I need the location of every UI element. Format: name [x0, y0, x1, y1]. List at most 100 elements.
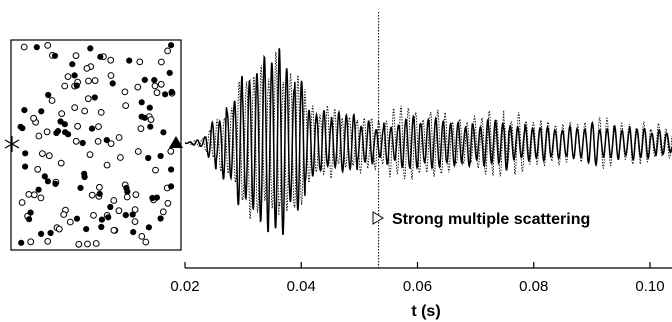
source-asterisk-icon — [4, 136, 20, 152]
waveform-plot: Strong multiple scattering 0.02 0.04 0.06 0… — [170, 12, 672, 320]
scatterer-open — [136, 58, 144, 66]
scatterer-open — [84, 95, 92, 103]
scatterer-open — [86, 151, 94, 159]
scatterer-filled — [73, 215, 81, 222]
scatterer-open — [115, 207, 123, 215]
scatterer-filled — [168, 166, 175, 173]
scatterer-open — [110, 226, 118, 234]
scatterer-open — [107, 140, 115, 148]
scatterer-filled — [57, 118, 64, 125]
x-tick-label: 0.02 — [170, 278, 199, 295]
scatterer-open — [48, 97, 56, 104]
scatterer-open — [137, 125, 145, 133]
scatterer-filled — [79, 139, 86, 147]
scatterer-open — [55, 225, 63, 233]
scatterer-filled — [160, 129, 167, 136]
scatterer-open — [157, 80, 165, 88]
scatterer-open — [74, 122, 81, 130]
scatterer-filled — [77, 184, 84, 191]
scatterer-open — [39, 150, 46, 158]
scatterer-open — [27, 238, 35, 246]
scatterer-filled — [73, 82, 80, 89]
scatterer-open — [142, 238, 150, 246]
scatterer-filled — [21, 107, 28, 114]
scatterer-open — [96, 183, 103, 191]
scatterer-open — [61, 82, 69, 90]
scatterer-open — [18, 199, 26, 206]
scatterer-filled — [107, 203, 114, 211]
scatterer-open — [123, 193, 131, 201]
scatterer-open — [97, 109, 105, 116]
scatterer-filled — [69, 61, 76, 68]
scatterer-open — [138, 233, 146, 240]
scatterer-filled — [145, 224, 152, 231]
x-tick-label: 0.10 — [635, 278, 664, 295]
scatterer-open — [43, 128, 51, 136]
scatterer-filled — [168, 88, 175, 96]
scatterer-open — [132, 191, 140, 199]
inset-frame — [10, 39, 182, 251]
scatterer-filled — [47, 229, 54, 237]
scatterer-open — [134, 83, 142, 91]
scatterer-filled — [103, 137, 110, 144]
x-axis-ticks: 0.02 0.04 0.06 0.08 0.10 — [170, 262, 665, 295]
scatterer-filled — [96, 190, 103, 197]
scatterer-filled — [168, 183, 175, 190]
scatterer-open — [35, 132, 43, 140]
scatterer-open — [107, 56, 115, 64]
scatterer-filled — [105, 214, 112, 221]
scatterer-open — [72, 52, 80, 59]
scatterer-filled — [149, 194, 156, 202]
scatterer-filled — [98, 216, 106, 223]
scatterer-filled — [157, 215, 164, 222]
scatterer-open — [147, 116, 155, 123]
scatterer-filled — [147, 123, 154, 130]
x-tick-label: 0.08 — [519, 278, 548, 295]
annotation-text: Strong multiple scattering — [392, 211, 590, 228]
scatterer-filled — [91, 94, 98, 101]
x-axis-label: t (s) — [411, 303, 440, 320]
scatterer-open — [75, 240, 83, 248]
scatterer-filled — [151, 77, 158, 84]
scatterer-filled — [26, 216, 33, 223]
scatterer-open — [164, 47, 172, 55]
annotation: Strong multiple scattering — [372, 211, 590, 228]
scatterer-filled — [27, 209, 34, 216]
scatterer-filled — [35, 186, 42, 193]
scatterer-filled — [130, 229, 137, 236]
scatterer-open — [44, 42, 52, 49]
scatterer-filled — [123, 184, 130, 192]
scatterer-filled — [22, 163, 29, 170]
x-tick-label: 0.06 — [403, 278, 432, 295]
scatterer-open — [37, 194, 45, 202]
scatterer-filled — [18, 239, 25, 246]
scatterer-open — [122, 102, 130, 109]
annotation-arrow-icon — [372, 211, 384, 225]
scatterer-open — [107, 72, 115, 79]
scatterer-filled — [126, 57, 133, 64]
scatterer-filled — [87, 45, 94, 52]
scatterer-filled — [141, 76, 148, 84]
scatterer-filled — [166, 69, 173, 77]
scatterer-open — [64, 73, 72, 80]
scatterer-open — [134, 148, 142, 155]
scatterer-filled — [62, 129, 69, 136]
scatterer-open — [81, 107, 89, 115]
scatterer-open — [94, 138, 102, 145]
scatterer-open — [88, 191, 96, 199]
scatterers — [17, 42, 176, 248]
scatterer-open — [152, 166, 159, 174]
scatterer-open — [45, 152, 53, 160]
scatterer-open — [153, 89, 161, 97]
scatterer-filled — [38, 108, 45, 115]
scatterer-open — [131, 218, 139, 226]
scatterer-open — [58, 110, 66, 117]
scatterer-open — [60, 211, 68, 218]
scatterer-filled — [141, 114, 148, 121]
scatterer-filled — [33, 44, 40, 51]
scatterer-open — [83, 65, 91, 72]
scatterer-open — [151, 82, 159, 90]
scatterer-filled — [122, 212, 129, 219]
scatterer-filled — [22, 150, 29, 157]
